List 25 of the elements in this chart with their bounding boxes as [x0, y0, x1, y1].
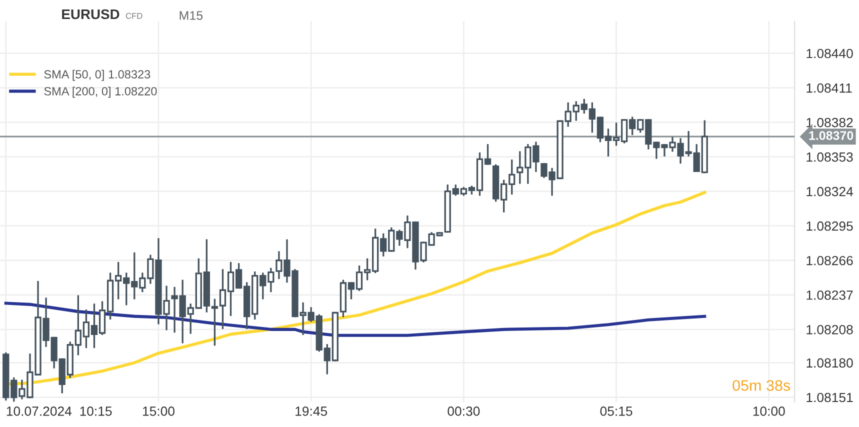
x-tick-label: 15:00: [142, 406, 174, 416]
legend-label: SMA [200, 0] 1.08220: [44, 86, 157, 98]
chart-subtitle: CFD: [126, 12, 142, 19]
y-tick-label: 1.08151: [806, 392, 853, 402]
x-tick-label: 05:15: [600, 406, 632, 416]
y-tick-label: 1.08237: [806, 290, 853, 300]
legend-label: SMA [50, 0] 1.08323: [44, 70, 150, 81]
y-tick-label: 1.08411: [806, 83, 852, 93]
line-series: [4, 302, 706, 337]
x-tick-label: 19:45: [296, 406, 328, 416]
y-tick-label: 1.08353: [806, 152, 853, 162]
annotation: 05m 38s: [732, 380, 790, 391]
ref-line-label: 1.08370: [809, 131, 854, 140]
y-tick-label: 1.08324: [806, 186, 853, 196]
y-tick-label: 1.08208: [806, 324, 853, 334]
y-tick-label: 1.08180: [806, 358, 853, 368]
chart-title: EURUSD: [62, 9, 120, 20]
y-tick-label: 1.08382: [806, 118, 853, 128]
x-tick-label: 10:00: [753, 406, 785, 416]
y-tick-label: 1.08266: [806, 256, 853, 266]
text: M15: [180, 11, 203, 20]
y-tick-label: 1.08440: [806, 48, 853, 58]
y-tick-label: 1.08295: [806, 221, 853, 231]
x-tick-label: 10.07.2024 10:15: [6, 406, 112, 416]
x-tick-label: 00:30: [448, 406, 480, 416]
